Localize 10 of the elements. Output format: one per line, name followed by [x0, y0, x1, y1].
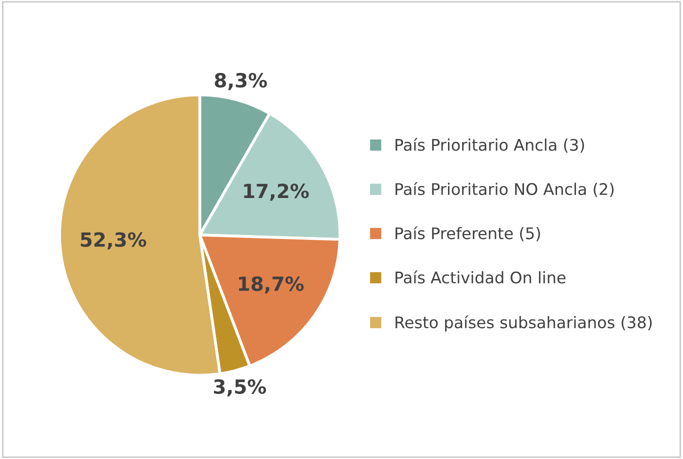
data-label: 52,3%: [80, 232, 146, 250]
data-label: 17,2%: [244, 184, 309, 201]
data-label: 3,5%: [214, 379, 266, 396]
legend-label: País Preferente (5): [396, 226, 540, 242]
legend-label: País Prioritario Ancla (3): [396, 138, 584, 153]
data-label: 8,3%: [214, 72, 267, 90]
data-label: 18,7%: [239, 276, 304, 294]
legend-label: País Actividad On line: [396, 270, 566, 284]
legend-label: Resto países subsaharianos (38): [396, 315, 652, 332]
legend-label: País Prioritario NO Ancla (2): [396, 182, 614, 197]
